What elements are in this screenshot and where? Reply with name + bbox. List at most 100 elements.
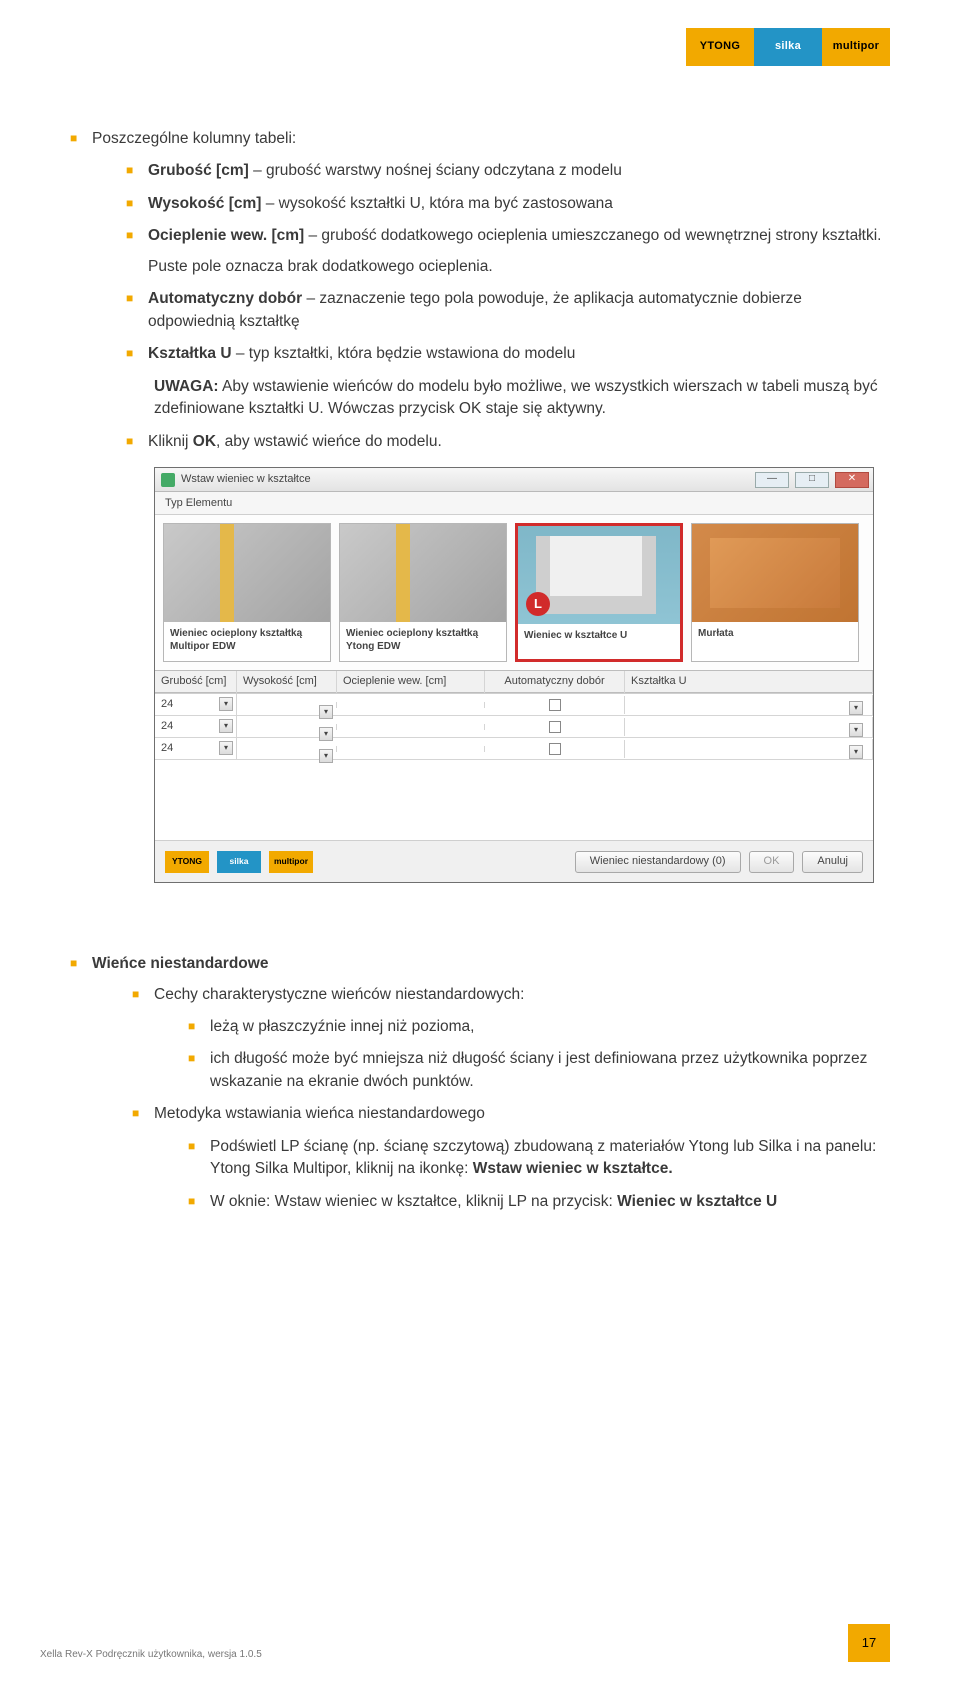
checkbox[interactable] xyxy=(549,699,561,711)
click-ok-step: Kliknij OK, aby wstawić wieńce do modelu… xyxy=(126,431,890,453)
brand-multipor: multipor xyxy=(822,28,890,66)
page-content: Poszczególne kolumny tabeli: Grubość [cm… xyxy=(70,120,890,1223)
header-auto: Automatyczny dobór xyxy=(485,671,625,693)
header-grubosc: Grubość [cm] xyxy=(155,671,237,693)
cell-auto[interactable] xyxy=(485,696,625,714)
col-ocieplenie-note: Puste pole oznacza brak dodatkowego ocie… xyxy=(148,256,890,278)
table-row: 24▾ ▾ ▾ xyxy=(155,738,873,760)
cancel-button[interactable]: Anuluj xyxy=(802,851,863,873)
cell-auto[interactable] xyxy=(485,718,625,736)
thumb-multipor-icon xyxy=(164,524,330,622)
cell-wysokosc[interactable]: ▾ xyxy=(237,702,337,708)
ok-button[interactable]: OK xyxy=(749,851,795,873)
element-option-murlata[interactable]: Murłata xyxy=(691,523,859,662)
cell-wysokosc[interactable]: ▾ xyxy=(237,724,337,730)
element-option-ytong-edw[interactable]: Wieniec ocieplony kształtką Ytong EDW xyxy=(339,523,507,662)
dropdown-icon[interactable]: ▾ xyxy=(319,749,333,763)
cell-ksztaltka[interactable]: ▾ xyxy=(625,739,873,759)
col-ksztaltka-desc: – typ kształtki, która będzie wstawiona … xyxy=(232,345,576,362)
element-type-panel: Wieniec ocieplony kształtką Multipor EDW… xyxy=(155,515,873,670)
col-auto-label: Automatyczny dobór xyxy=(148,290,302,307)
minimize-button[interactable]: — xyxy=(755,472,789,488)
intro-heading: Poszczególne kolumny tabeli: Grubość [cm… xyxy=(70,128,890,883)
metodyka-heading: Metodyka wstawiania wieńca niestandardow… xyxy=(132,1103,890,1213)
uwaga-note: UWAGA: Aby wstawienie wieńców do modelu … xyxy=(154,376,890,421)
grid-header: Grubość [cm] Wysokość [cm] Ocieplenie we… xyxy=(155,671,873,694)
element-caption: Wieniec w kształtce U xyxy=(518,624,680,656)
dropdown-icon[interactable]: ▾ xyxy=(319,705,333,719)
cell-ocieplenie[interactable] xyxy=(337,724,485,730)
cell-auto[interactable] xyxy=(485,740,625,758)
custom-wieniec-button[interactable]: Wieniec niestandardowy (0) xyxy=(575,851,741,873)
dropdown-icon[interactable]: ▾ xyxy=(319,727,333,741)
table-row: 24▾ ▾ ▾ xyxy=(155,694,873,716)
col-ocieplenie-desc: – grubość dodatkowego ocieplenia umieszc… xyxy=(304,227,881,244)
element-caption: Murłata xyxy=(692,622,858,654)
footer-brand-ytong: YTONG xyxy=(165,851,209,873)
cell-ksztaltka[interactable]: ▾ xyxy=(625,695,873,715)
col-ksztaltka: Kształtka U – typ kształtki, która będzi… xyxy=(126,343,890,365)
click-ok-pre: Kliknij xyxy=(148,433,193,450)
element-option-multipor[interactable]: Wieniec ocieplony kształtką Multipor EDW xyxy=(163,523,331,662)
dialog-screenshot: Wstaw wieniec w kształtce — □ ✕ Typ Elem… xyxy=(154,467,874,883)
click-ok-post: , aby wstawić wieńce do modelu. xyxy=(216,433,442,450)
col-grubosc: Grubość [cm] – grubość warstwy nośnej śc… xyxy=(126,160,890,182)
cell-ocieplenie[interactable] xyxy=(337,746,485,752)
col-auto: Automatyczny dobór – zaznaczenie tego po… xyxy=(126,288,890,333)
thumb-u-icon xyxy=(518,526,680,624)
element-caption: Wieniec ocieplony kształtką Multipor EDW xyxy=(164,622,330,661)
col-grubosc-desc: – grubość warstwy nośnej ściany odczytan… xyxy=(249,162,622,179)
brand-silka: silka xyxy=(754,28,822,66)
header-ksztaltka: Kształtka U xyxy=(625,671,873,693)
cell-grubosc: 24▾ xyxy=(155,694,237,716)
close-button[interactable]: ✕ xyxy=(835,472,869,488)
col-ksztaltka-label: Kształtka U xyxy=(148,345,232,362)
table-row: 24▾ ▾ ▾ xyxy=(155,716,873,738)
col-wysokosc: Wysokość [cm] – wysokość kształtki U, kt… xyxy=(126,193,890,215)
metodyka-step-1: Podświetl LP ścianę (np. ścianę szczytow… xyxy=(188,1136,890,1181)
checkbox[interactable] xyxy=(549,721,561,733)
maximize-button[interactable]: □ xyxy=(795,472,829,488)
dropdown-icon[interactable]: ▾ xyxy=(849,723,863,737)
col-ocieplenie: Ocieplenie wew. [cm] – grubość dodatkowe… xyxy=(126,225,890,278)
header-ocieplenie: Ocieplenie wew. [cm] xyxy=(337,671,485,693)
dialog-footer: YTONG silka multipor Wieniec niestandard… xyxy=(155,840,873,882)
cell-ocieplenie[interactable] xyxy=(337,702,485,708)
element-caption: Wieniec ocieplony kształtką Ytong EDW xyxy=(340,622,506,661)
intro-heading-text: Poszczególne kolumny tabeli: xyxy=(92,130,296,147)
col-wysokosc-label: Wysokość [cm] xyxy=(148,195,261,212)
checkbox[interactable] xyxy=(549,743,561,755)
header-wysokosc: Wysokość [cm] xyxy=(237,671,337,693)
page-number: 17 xyxy=(848,1624,890,1662)
section-title: Wieńce niestandardowe xyxy=(92,955,268,972)
cechy-item-2: ich długość może być mniejsza niż długoś… xyxy=(188,1048,890,1093)
click-ok-bold: OK xyxy=(193,433,216,450)
col-grubosc-label: Grubość [cm] xyxy=(148,162,249,179)
cell-grubosc: 24▾ xyxy=(155,738,237,760)
dialog-app-icon xyxy=(161,473,175,487)
dropdown-icon[interactable]: ▾ xyxy=(849,745,863,759)
metodyka-step-2: W oknie: Wstaw wieniec w kształtce, klik… xyxy=(188,1191,890,1213)
brand-ytong: YTONG xyxy=(686,28,754,66)
thumb-murlata-icon xyxy=(692,524,858,622)
dialog-titlebar: Wstaw wieniec w kształtce — □ ✕ xyxy=(155,468,873,492)
section-nonstandard: Wieńce niestandardowe Cechy charakteryst… xyxy=(70,953,890,1213)
dropdown-icon[interactable]: ▾ xyxy=(849,701,863,715)
cell-grubosc: 24▾ xyxy=(155,716,237,738)
cechy-item-1: leżą w płaszczyźnie innej niż pozioma, xyxy=(188,1016,890,1038)
element-option-u[interactable]: Wieniec w kształtce U xyxy=(515,523,683,662)
dropdown-icon[interactable]: ▾ xyxy=(219,719,233,733)
dropdown-icon[interactable]: ▾ xyxy=(219,697,233,711)
params-grid: Grubość [cm] Wysokość [cm] Ocieplenie we… xyxy=(155,670,873,840)
cell-ksztaltka[interactable]: ▾ xyxy=(625,717,873,737)
cechy-heading: Cechy charakterystyczne wieńców niestand… xyxy=(132,984,890,1094)
col-wysokosc-desc: – wysokość kształtki U, która ma być zas… xyxy=(261,195,612,212)
dropdown-icon[interactable]: ▾ xyxy=(219,741,233,755)
m2-bold: Wieniec w kształtce U xyxy=(617,1193,777,1210)
cell-wysokosc[interactable]: ▾ xyxy=(237,746,337,752)
thumb-ytong-edw-icon xyxy=(340,524,506,622)
m1-bold: Wstaw wieniec w kształtce. xyxy=(473,1160,673,1177)
section-label: Typ Elementu xyxy=(155,492,873,515)
footer-brand-silka: silka xyxy=(217,851,261,873)
brand-badges: YTONG silka multipor xyxy=(686,28,890,66)
